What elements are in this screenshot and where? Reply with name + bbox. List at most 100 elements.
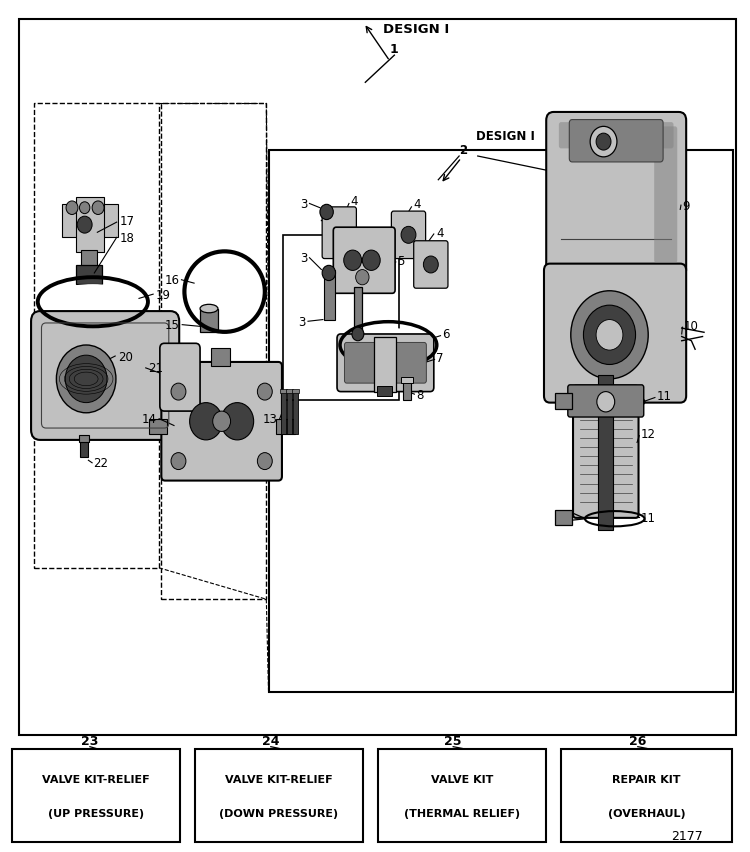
FancyBboxPatch shape [569, 120, 663, 163]
Circle shape [590, 127, 617, 158]
Circle shape [92, 202, 104, 216]
FancyBboxPatch shape [337, 335, 433, 392]
Circle shape [596, 320, 623, 351]
Text: VALVE KIT-RELIEF: VALVE KIT-RELIEF [225, 774, 333, 784]
Circle shape [597, 392, 615, 412]
FancyBboxPatch shape [414, 241, 448, 289]
Circle shape [584, 306, 635, 365]
Circle shape [344, 250, 362, 271]
Bar [268, 151, 733, 693]
Text: 2: 2 [459, 144, 467, 157]
FancyBboxPatch shape [322, 208, 356, 259]
Text: REPAIR KIT: REPAIR KIT [613, 774, 681, 784]
Bar [325, 271, 334, 320]
Bar [148, 419, 167, 435]
Text: 15: 15 [165, 319, 180, 331]
Bar [20, 20, 736, 735]
Text: 13: 13 [262, 412, 278, 426]
Text: 6: 6 [442, 328, 449, 341]
Text: VALVE KIT: VALVE KIT [431, 774, 494, 784]
Bar [79, 435, 89, 442]
Ellipse shape [200, 305, 218, 314]
Text: 4: 4 [414, 198, 422, 210]
Text: (OVERHAUL): (OVERHAUL) [608, 808, 686, 818]
Bar [200, 309, 218, 333]
Text: (DOWN PRESSURE): (DOWN PRESSURE) [220, 808, 338, 818]
Text: 9: 9 [682, 199, 690, 212]
Circle shape [571, 291, 648, 379]
Text: 26: 26 [629, 734, 646, 747]
Text: 19: 19 [155, 288, 170, 302]
Circle shape [257, 383, 272, 400]
FancyBboxPatch shape [654, 127, 677, 263]
Text: VALVE KIT-RELIEF: VALVE KIT-RELIEF [42, 774, 150, 784]
Ellipse shape [347, 330, 429, 361]
Circle shape [171, 453, 186, 470]
Bar [378, 750, 546, 843]
Bar [292, 389, 299, 394]
Bar [293, 390, 298, 435]
Text: 14: 14 [142, 412, 157, 426]
FancyBboxPatch shape [573, 386, 638, 518]
FancyBboxPatch shape [31, 312, 179, 440]
Bar [284, 235, 399, 400]
Text: 3: 3 [301, 252, 308, 265]
Circle shape [424, 256, 438, 273]
Bar [81, 250, 98, 268]
Circle shape [56, 346, 116, 413]
Circle shape [320, 205, 333, 221]
FancyBboxPatch shape [161, 362, 282, 481]
Text: 10: 10 [684, 320, 699, 332]
Bar [160, 104, 266, 600]
FancyBboxPatch shape [568, 385, 644, 417]
Text: DESIGN I: DESIGN I [382, 23, 449, 37]
FancyBboxPatch shape [344, 343, 426, 383]
Circle shape [362, 250, 380, 271]
Text: 23: 23 [81, 734, 98, 747]
FancyBboxPatch shape [559, 123, 674, 149]
Ellipse shape [192, 261, 257, 324]
Text: 17: 17 [120, 215, 135, 227]
Bar [76, 266, 102, 285]
Text: 1: 1 [390, 43, 399, 56]
Bar [286, 389, 293, 394]
Text: 3: 3 [298, 315, 306, 328]
Text: 12: 12 [640, 428, 656, 441]
Bar [76, 198, 104, 252]
FancyBboxPatch shape [392, 212, 425, 259]
Circle shape [80, 203, 90, 215]
Text: (THERMAL RELIEF): (THERMAL RELIEF) [404, 808, 520, 818]
Circle shape [322, 266, 335, 281]
FancyBboxPatch shape [160, 344, 200, 412]
Circle shape [190, 403, 223, 440]
Text: 4: 4 [436, 227, 443, 239]
Text: 3: 3 [301, 198, 308, 210]
Bar [555, 510, 572, 526]
Text: 7: 7 [436, 352, 443, 365]
Circle shape [65, 356, 107, 403]
Bar [280, 389, 287, 394]
Bar [12, 750, 180, 843]
Circle shape [596, 134, 611, 151]
Bar [374, 337, 396, 392]
Bar [401, 377, 413, 383]
Text: DESIGN I: DESIGN I [476, 130, 535, 143]
Bar [377, 386, 392, 396]
FancyBboxPatch shape [544, 264, 686, 403]
Bar [281, 390, 286, 435]
Bar [62, 205, 118, 237]
Circle shape [352, 328, 364, 342]
Bar [80, 439, 88, 458]
Bar [561, 750, 732, 843]
Text: 24: 24 [262, 734, 280, 747]
Bar [276, 419, 295, 435]
Circle shape [356, 270, 369, 285]
Text: 11: 11 [640, 511, 656, 524]
Text: 21: 21 [148, 362, 163, 375]
FancyBboxPatch shape [546, 112, 686, 278]
Circle shape [171, 383, 186, 400]
Ellipse shape [45, 285, 140, 320]
Bar [354, 287, 362, 331]
Text: 22: 22 [94, 457, 109, 469]
Circle shape [77, 217, 92, 233]
